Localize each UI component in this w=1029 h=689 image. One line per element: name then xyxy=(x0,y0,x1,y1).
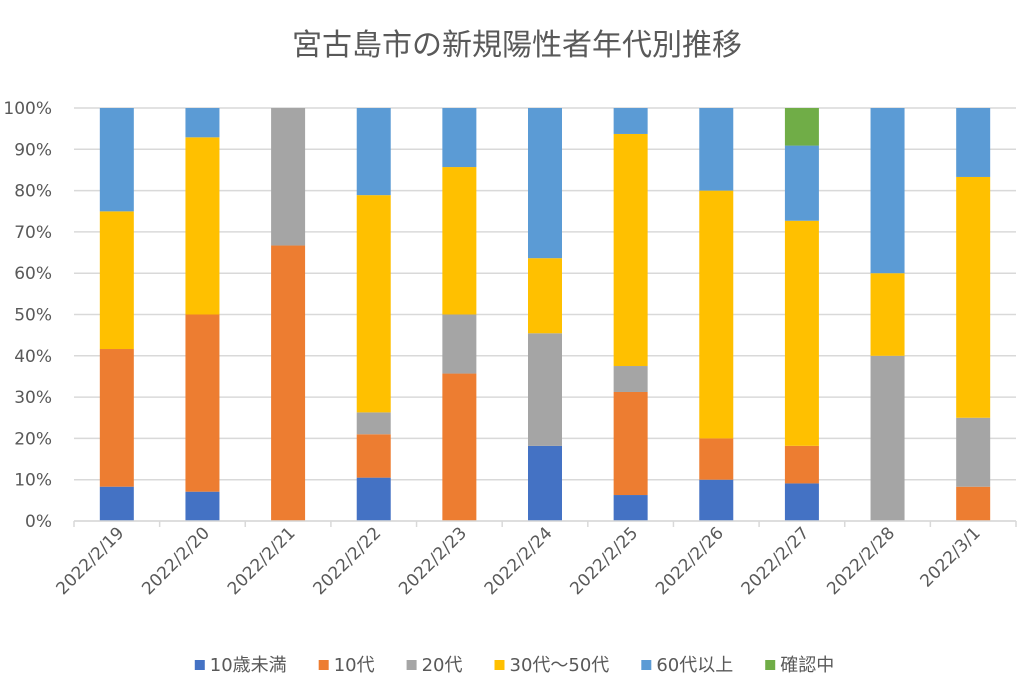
bar-segment xyxy=(356,195,391,413)
legend-item: 20代 xyxy=(406,655,463,676)
legend-item: 60代以上 xyxy=(641,655,733,676)
bar-segment xyxy=(99,486,134,521)
y-tick-label: 10% xyxy=(14,471,52,491)
x-tick-label: 2022/2/25 xyxy=(566,523,642,599)
bar-segment xyxy=(699,479,734,521)
bar-segment xyxy=(613,391,648,496)
bar-segment xyxy=(784,445,819,484)
bar-segment xyxy=(870,355,905,521)
y-tick-label: 100% xyxy=(3,99,52,119)
legend-label: 60代以上 xyxy=(656,655,733,676)
legend-swatch xyxy=(641,660,652,670)
bar-segment xyxy=(870,108,905,274)
x-tick-label: 2022/2/28 xyxy=(823,523,899,599)
bar-segment xyxy=(442,167,477,315)
bar-segment xyxy=(528,445,562,521)
legend: 10歳未満 10代 20代 30代～50代 60代以上 確認中 xyxy=(194,655,834,676)
x-axis xyxy=(73,520,1017,527)
legend-label: 確認中 xyxy=(780,655,834,676)
y-tick-label: 30% xyxy=(14,388,52,408)
bar-segment xyxy=(956,108,991,177)
legend-swatch xyxy=(194,660,205,670)
legend-item: 確認中 xyxy=(765,655,834,676)
legend-label: 10代 xyxy=(334,655,375,676)
y-tick-label: 20% xyxy=(14,429,52,449)
y-tick-label: 60% xyxy=(14,264,52,284)
bar-segment xyxy=(613,366,648,392)
bar-segment xyxy=(99,211,134,350)
y-tick-label: 0% xyxy=(25,512,52,532)
legend-swatch xyxy=(765,660,776,670)
x-tick-label: 2022/2/20 xyxy=(138,523,214,599)
y-axis-ticks: 0% 10% 20% 30% 40% 50% 60% 70% 80% 90% 100% xyxy=(3,99,52,532)
legend-label: 30代～50代 xyxy=(510,655,610,676)
legend-item: 10代 xyxy=(318,655,375,676)
bar-segment xyxy=(870,273,905,356)
bar-segment xyxy=(442,108,477,168)
bar-segment xyxy=(99,349,134,487)
bar-segment xyxy=(784,108,819,146)
bar-segment xyxy=(784,483,819,521)
bars xyxy=(99,108,991,522)
bar-segment xyxy=(956,417,991,487)
bar-segment xyxy=(784,220,819,446)
bar-segment xyxy=(528,258,562,334)
bar-segment xyxy=(528,333,562,446)
y-tick-label: 40% xyxy=(14,347,52,367)
legend-swatch xyxy=(494,660,505,670)
legend-item: 10歳未満 xyxy=(194,655,287,676)
bar-segment xyxy=(613,495,648,521)
bar-segment xyxy=(699,108,734,191)
x-tick-label: 2022/2/26 xyxy=(652,523,728,599)
y-tick-label: 90% xyxy=(14,140,52,160)
x-tick-label: 2022/2/19 xyxy=(53,523,129,599)
legend-swatch xyxy=(318,660,329,670)
bar-segment xyxy=(185,108,220,138)
bar-segment xyxy=(613,108,648,134)
x-tick-label: 2022/2/22 xyxy=(309,523,385,599)
y-tick-label: 80% xyxy=(14,182,52,202)
x-tick-label: 2022/2/27 xyxy=(738,523,814,599)
bar-segment xyxy=(699,438,734,480)
bar-segment xyxy=(185,137,220,315)
x-tick-label: 2022/2/21 xyxy=(224,523,300,599)
y-tick-label: 50% xyxy=(14,306,52,326)
bar-segment xyxy=(956,176,991,418)
bar-segment xyxy=(99,108,134,212)
bar-segment xyxy=(528,108,562,259)
x-tick-label: 2022/2/23 xyxy=(395,523,471,599)
bar-segment xyxy=(185,491,220,521)
x-tick-label: 2022/2/24 xyxy=(481,523,557,599)
legend-item: 30代～50代 xyxy=(494,655,610,676)
bar-segment xyxy=(442,373,477,521)
bar-segment xyxy=(271,108,306,246)
y-tick-label: 70% xyxy=(14,223,52,243)
bar-segment xyxy=(956,486,991,521)
bar-segment xyxy=(356,477,391,521)
x-tick-label: 2022/3/1 xyxy=(917,523,985,591)
bar-segment xyxy=(356,412,391,435)
bar-segment xyxy=(784,145,819,221)
bar-segment xyxy=(185,314,220,492)
x-axis-ticks: 2022/2/19 2022/2/20 2022/2/21 2022/2/22 2022… xyxy=(53,523,985,599)
legend-swatch xyxy=(406,660,417,670)
bar-segment xyxy=(613,133,648,367)
bar-segment xyxy=(356,434,391,478)
bar-segment xyxy=(356,108,391,196)
chart-title: 宮古島市の新規陽性者年代別推移 xyxy=(292,28,742,63)
legend-label: 10歳未満 xyxy=(210,655,287,676)
bar-segment xyxy=(699,190,734,439)
legend-label: 20代 xyxy=(422,655,463,676)
bar-segment xyxy=(271,245,306,522)
bar-segment xyxy=(442,314,477,374)
